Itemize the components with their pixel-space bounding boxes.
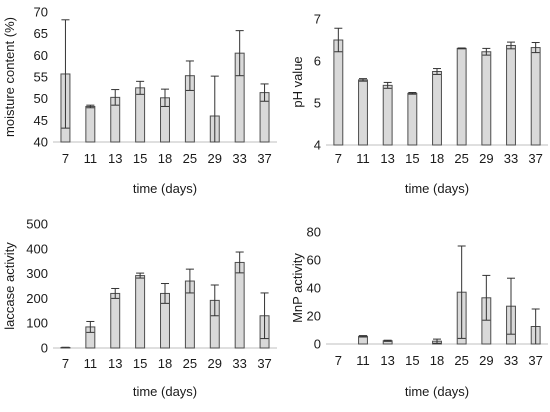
moisture-xtick-label: 7 bbox=[62, 151, 69, 166]
moisture-xtick-label: 33 bbox=[232, 151, 246, 166]
ph-x-axis-title: time (days) bbox=[405, 181, 469, 196]
ph-xtick-label: 37 bbox=[528, 151, 542, 166]
ph-bar bbox=[383, 85, 392, 145]
mnp-ytick-label: 0 bbox=[314, 337, 321, 352]
ph-bar bbox=[482, 52, 491, 145]
ph-ytick-label: 4 bbox=[314, 138, 321, 153]
laccase-ytick-label: 0 bbox=[41, 341, 48, 356]
moisture-ytick-label: 40 bbox=[34, 135, 48, 150]
moisture-chart: 40 45 50 55 60 65 70 7 11 13 15 18 25 29 33 37 time (day… bbox=[2, 5, 277, 197]
moisture-xtick-label: 13 bbox=[108, 151, 122, 166]
laccase-ytick-label: 200 bbox=[26, 291, 48, 306]
moisture-xtick-label: 11 bbox=[84, 151, 98, 166]
ph-bar bbox=[433, 72, 442, 146]
moisture-ytick-label: 50 bbox=[34, 91, 48, 106]
ph-bar bbox=[334, 40, 343, 145]
mnp-ytick-label: 40 bbox=[307, 281, 321, 296]
moisture-bar bbox=[136, 88, 145, 142]
moisture-ytick-label: 65 bbox=[34, 26, 48, 41]
mnp-xtick-label: 25 bbox=[454, 353, 468, 368]
mnp-ytick-label: 80 bbox=[307, 225, 321, 240]
laccase-xtick-label: 25 bbox=[183, 356, 197, 371]
ph-bar bbox=[531, 48, 540, 145]
mnp-ytick-label: 20 bbox=[307, 309, 321, 324]
ph-ytick-label: 5 bbox=[314, 96, 321, 111]
moisture-ytick-label: 70 bbox=[34, 5, 48, 20]
ph-xtick-label: 13 bbox=[380, 151, 394, 166]
ph-ytick-label: 6 bbox=[314, 54, 321, 69]
ph-xtick-label: 11 bbox=[356, 151, 370, 166]
laccase-xtick-label: 29 bbox=[208, 356, 222, 371]
mnp-xtick-label: 7 bbox=[335, 353, 342, 368]
ph-y-axis-title: pH value bbox=[290, 56, 305, 107]
moisture-ytick-label: 55 bbox=[34, 70, 48, 85]
mnp-ytick-label: 60 bbox=[307, 253, 321, 268]
laccase-bar bbox=[136, 276, 145, 348]
laccase-ytick-label: 500 bbox=[26, 217, 48, 232]
laccase-ytick-label: 300 bbox=[26, 266, 48, 281]
ph-chart: 4 5 6 7 7 11 13 15 18 25 29 33 37 time (days) pH value bbox=[290, 12, 548, 197]
laccase-xtick-label: 13 bbox=[108, 356, 122, 371]
laccase-ytick-label: 400 bbox=[26, 241, 48, 256]
laccase-bar bbox=[235, 262, 244, 348]
mnp-chart: 0 20 40 60 80 7 11 13 15 18 25 29 33 37 time (days) MnP… bbox=[290, 225, 548, 400]
moisture-xtick-label: 18 bbox=[158, 151, 172, 166]
laccase-xtick-label: 11 bbox=[84, 356, 98, 371]
moisture-ytick-label: 60 bbox=[34, 48, 48, 63]
laccase-ytick-label: 100 bbox=[26, 316, 48, 331]
moisture-xtick-label: 15 bbox=[133, 151, 147, 166]
laccase-xtick-label: 7 bbox=[62, 356, 69, 371]
ph-bar bbox=[359, 80, 368, 145]
mnp-xtick-label: 33 bbox=[504, 353, 518, 368]
moisture-bar bbox=[86, 106, 95, 142]
mnp-x-axis-title: time (days) bbox=[405, 384, 469, 399]
moisture-xtick-label: 25 bbox=[183, 151, 197, 166]
moisture-xtick-label: 37 bbox=[257, 151, 271, 166]
mnp-xtick-label: 37 bbox=[528, 353, 542, 368]
moisture-y-axis-title: moisture content (%) bbox=[2, 17, 17, 137]
mnp-y-axis-title: MnP activity bbox=[290, 253, 305, 323]
ph-bar bbox=[408, 93, 417, 145]
laccase-chart: 0 100 200 300 400 500 7 11 13 15 18 25 29 33 37 time (d… bbox=[2, 217, 277, 400]
ph-xtick-label: 18 bbox=[430, 151, 444, 166]
laccase-xtick-label: 18 bbox=[158, 356, 172, 371]
ph-xtick-label: 33 bbox=[504, 151, 518, 166]
ph-ytick-label: 7 bbox=[314, 12, 321, 27]
laccase-xtick-label: 15 bbox=[133, 356, 147, 371]
laccase-bar bbox=[111, 293, 120, 348]
mnp-xtick-label: 18 bbox=[430, 353, 444, 368]
ph-xtick-label: 15 bbox=[405, 151, 419, 166]
laccase-xtick-label: 33 bbox=[232, 356, 246, 371]
moisture-ytick-label: 45 bbox=[34, 113, 48, 128]
mnp-xtick-label: 15 bbox=[405, 353, 419, 368]
moisture-x-axis-title: time (days) bbox=[133, 181, 197, 196]
ph-bar bbox=[457, 48, 466, 145]
mnp-xtick-label: 13 bbox=[380, 353, 394, 368]
moisture-xtick-label: 29 bbox=[208, 151, 222, 166]
laccase-y-axis-title: laccase activity bbox=[2, 242, 17, 330]
laccase-x-axis-title: time (days) bbox=[133, 384, 197, 399]
ph-xtick-label: 7 bbox=[335, 151, 342, 166]
mnp-xtick-label: 29 bbox=[479, 353, 493, 368]
ph-xtick-label: 25 bbox=[454, 151, 468, 166]
ph-bar bbox=[507, 45, 516, 145]
ph-xtick-label: 29 bbox=[479, 151, 493, 166]
mnp-xtick-label: 11 bbox=[356, 353, 370, 368]
laccase-xtick-label: 37 bbox=[257, 356, 271, 371]
